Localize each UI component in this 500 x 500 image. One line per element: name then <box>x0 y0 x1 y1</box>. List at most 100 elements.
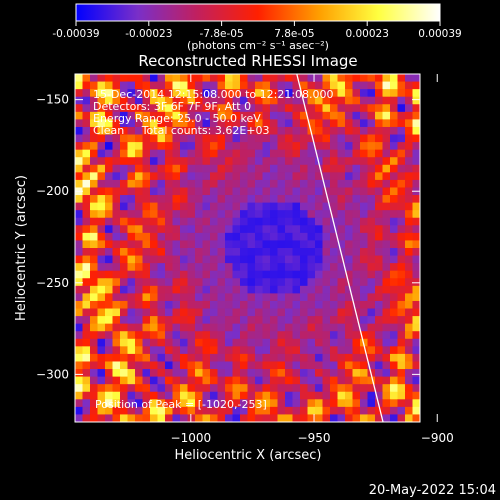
heatmap-cell <box>382 126 391 135</box>
heatmap-cell <box>300 232 308 241</box>
heatmap-cell <box>225 225 233 234</box>
heatmap-cell <box>172 89 181 98</box>
heatmap-cell <box>187 142 196 151</box>
heatmap-cell <box>135 240 143 249</box>
heatmap-cell <box>120 406 128 415</box>
heatmap-cell <box>142 104 151 113</box>
heatmap-cell <box>75 248 83 256</box>
heatmap-cell <box>397 74 406 82</box>
heatmap-cell <box>262 293 271 302</box>
heatmap-cell <box>105 126 113 135</box>
heatmap-cell <box>187 74 196 82</box>
heatmap-cell <box>75 126 83 135</box>
heatmap-cell <box>97 338 106 347</box>
heatmap-cell <box>165 278 173 287</box>
heatmap-cell <box>412 111 420 120</box>
heatmap-cell <box>187 210 196 219</box>
heatmap-cell <box>405 376 413 385</box>
heatmap-cell <box>262 369 271 378</box>
heatmap-cell <box>375 263 383 272</box>
heatmap-cell <box>397 255 406 264</box>
heatmap-cell <box>210 149 218 158</box>
heatmap-cell <box>337 346 346 355</box>
heatmap-cell <box>405 308 413 317</box>
heatmap-cell <box>337 308 346 317</box>
heatmap-cell <box>390 278 398 287</box>
heatmap-cell <box>285 89 293 98</box>
heatmap-cell <box>412 406 420 415</box>
heatmap-cell <box>97 414 106 422</box>
heatmap-cell <box>82 74 91 82</box>
heatmap-cell <box>300 331 308 340</box>
heatmap-cell <box>217 142 226 151</box>
heatmap-cell <box>307 225 316 234</box>
heatmap-cell <box>105 353 113 362</box>
heatmap-cell <box>307 248 316 256</box>
heatmap-cell <box>292 270 301 279</box>
heatmap-cell <box>135 126 143 135</box>
heatmap-cell <box>330 81 338 90</box>
heatmap-cell <box>157 361 166 370</box>
heatmap-cell <box>127 187 136 196</box>
heatmap-cell <box>180 285 188 294</box>
heatmap-cell <box>217 361 226 370</box>
heatmap-cell <box>90 399 98 408</box>
heatmap-cell <box>247 104 256 113</box>
heatmap-cell <box>322 89 331 98</box>
heatmap-cell <box>195 202 203 211</box>
x-tick-label: −1000 <box>171 431 212 445</box>
heatmap-cell <box>210 126 218 135</box>
heatmap-cell <box>90 376 98 385</box>
heatmap-cell <box>397 300 406 309</box>
heatmap-cell <box>112 126 121 135</box>
heatmap-cell <box>307 323 316 332</box>
heatmap-cell <box>210 285 218 294</box>
heatmap-cell <box>187 399 196 408</box>
heatmap-cell <box>157 331 166 340</box>
heatmap-cell <box>247 346 256 355</box>
heatmap-cell <box>112 308 121 317</box>
heatmap-cell <box>225 369 233 378</box>
heatmap-cell <box>105 149 113 158</box>
heatmap-cell <box>375 142 383 151</box>
heatmap-cell <box>277 179 286 188</box>
heatmap-cell <box>172 248 181 256</box>
heatmap-cell <box>187 369 196 378</box>
heatmap-cell <box>255 406 263 415</box>
heatmap-cell <box>300 391 308 400</box>
heatmap-cell <box>345 89 353 98</box>
heatmap-cell <box>195 369 203 378</box>
heatmap-cell <box>105 346 113 355</box>
heatmap-cell <box>127 179 136 188</box>
heatmap-cell <box>277 210 286 219</box>
heatmap-cell <box>247 331 256 340</box>
heatmap-cell <box>82 202 91 211</box>
heatmap-cell <box>367 248 376 256</box>
heatmap-cell <box>150 240 158 249</box>
heatmap-cell <box>172 179 181 188</box>
heatmap-cell <box>187 96 196 105</box>
heatmap-cell <box>195 406 203 415</box>
heatmap-cell <box>390 346 398 355</box>
heatmap-cell <box>225 240 233 249</box>
heatmap-cell <box>82 391 91 400</box>
heatmap-cell <box>262 248 271 256</box>
heatmap-cell <box>330 74 338 82</box>
heatmap-cell <box>210 308 218 317</box>
heatmap-cell <box>135 225 143 234</box>
heatmap-cell <box>367 255 376 264</box>
heatmap-cell <box>307 240 316 249</box>
heatmap-cell <box>412 149 420 158</box>
heatmap-cell <box>247 111 256 120</box>
heatmap-cell <box>322 346 331 355</box>
heatmap-cell <box>352 179 361 188</box>
heatmap-cell <box>120 369 128 378</box>
heatmap-cell <box>300 278 308 287</box>
heatmap-cell <box>390 149 398 158</box>
heatmap-cell <box>307 376 316 385</box>
heatmap-cell <box>217 323 226 332</box>
heatmap-cell <box>82 361 91 370</box>
heatmap-cell <box>232 179 241 188</box>
heatmap-cell <box>412 232 420 241</box>
heatmap-cell <box>120 361 128 370</box>
